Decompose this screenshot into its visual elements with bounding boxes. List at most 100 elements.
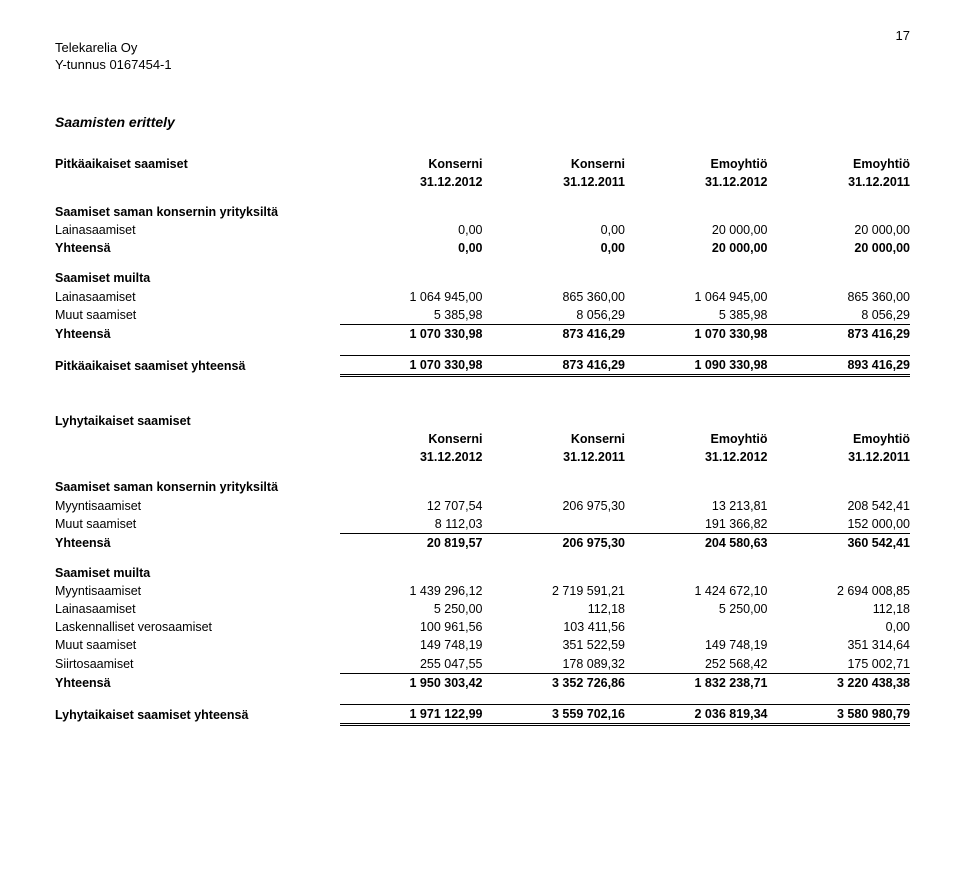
col-header: Emoyhtiö	[768, 430, 911, 448]
table-row-label: Myyntisaamiset	[55, 582, 340, 600]
col-header: Emoyhtiö	[625, 430, 768, 448]
table-cell: 5 250,00	[340, 600, 483, 618]
table-cell: 208 542,41	[768, 497, 911, 515]
table-cell: 175 002,71	[768, 655, 911, 674]
col-date: 31.12.2012	[625, 448, 768, 466]
table-cell: 1 439 296,12	[340, 582, 483, 600]
col-header: Konserni	[340, 155, 483, 173]
table-row-label: Yhteensä	[55, 239, 340, 257]
table-row-label: Lainasaamiset	[55, 221, 340, 239]
table-cell: 865 360,00	[483, 288, 626, 306]
table-cell: 0,00	[340, 221, 483, 239]
total-cell: 1 971 122,99	[340, 704, 483, 724]
table-cell: 1 424 672,10	[625, 582, 768, 600]
table-cell: 360 542,41	[768, 533, 911, 552]
table-cell: 191 366,82	[625, 515, 768, 534]
table-row-label: Yhteensä	[55, 533, 340, 552]
table-cell: 103 411,56	[483, 618, 626, 636]
table-cell: 178 089,32	[483, 655, 626, 674]
table-cell: 1 064 945,00	[625, 288, 768, 306]
table-cell: 20 000,00	[768, 221, 911, 239]
table-row-label: Myyntisaamiset	[55, 497, 340, 515]
table-cell: 873 416,29	[483, 324, 626, 343]
col-header: Emoyhtiö	[625, 155, 768, 173]
col-header: Konserni	[483, 430, 626, 448]
table-cell: 8 056,29	[768, 306, 911, 325]
col-date: 31.12.2011	[768, 448, 911, 466]
total-row-label: Pitkäaikaiset saamiset yhteensä	[55, 355, 340, 375]
table-row-label: Yhteensä	[55, 673, 340, 692]
group-title: Saamiset muilta	[55, 269, 910, 287]
table-cell: 12 707,54	[340, 497, 483, 515]
table-cell: 100 961,56	[340, 618, 483, 636]
table-cell: 1 070 330,98	[340, 324, 483, 343]
long-term-table: Pitkäaikaiset saamiset Konserni Konserni…	[55, 155, 910, 377]
section-title-receivables: Saamisten erittely	[55, 114, 910, 130]
table-row-label: Laskennalliset verosaamiset	[55, 618, 340, 636]
table-cell	[625, 618, 768, 636]
table-cell: 112,18	[483, 600, 626, 618]
table-cell: 873 416,29	[768, 324, 911, 343]
table-row-label: Muut saamiset	[55, 306, 340, 325]
total-cell: 1 070 330,98	[340, 355, 483, 375]
table-cell: 3 220 438,38	[768, 673, 911, 692]
table-row-label: Lainasaamiset	[55, 600, 340, 618]
table-cell: 1 064 945,00	[340, 288, 483, 306]
col-header: Konserni	[483, 155, 626, 173]
table-row-label: Yhteensä	[55, 324, 340, 343]
col-date: 31.12.2012	[625, 173, 768, 191]
col-header: Emoyhtiö	[768, 155, 911, 173]
table-cell: 0,00	[483, 221, 626, 239]
company-name: Telekarelia Oy	[55, 40, 910, 57]
table-cell: 2 694 008,85	[768, 582, 911, 600]
table-cell: 20 000,00	[625, 239, 768, 257]
table-cell: 255 047,55	[340, 655, 483, 674]
table-cell: 2 719 591,21	[483, 582, 626, 600]
total-cell: 1 090 330,98	[625, 355, 768, 375]
table-row-label: Siirtosaamiset	[55, 655, 340, 674]
col-date: 31.12.2011	[768, 173, 911, 191]
group-title: Saamiset muilta	[55, 564, 910, 582]
table-cell: 149 748,19	[340, 636, 483, 654]
total-row-label: Lyhytaikaiset saamiset yhteensä	[55, 704, 340, 724]
table-cell: 20 000,00	[768, 239, 911, 257]
table-cell: 5 385,98	[340, 306, 483, 325]
table-cell: 112,18	[768, 600, 911, 618]
table-cell	[483, 515, 626, 534]
table-cell: 206 975,30	[483, 497, 626, 515]
short-term-table: Lyhytaikaiset saamiset Konserni Konserni…	[55, 412, 910, 726]
col-date: 31.12.2011	[483, 448, 626, 466]
table-cell: 5 385,98	[625, 306, 768, 325]
table-cell: 206 975,30	[483, 533, 626, 552]
col-date: 31.12.2012	[340, 173, 483, 191]
total-cell: 3 559 702,16	[483, 704, 626, 724]
table-cell: 0,00	[340, 239, 483, 257]
col-date: 31.12.2011	[483, 173, 626, 191]
table-cell: 204 580,63	[625, 533, 768, 552]
table-cell: 1 070 330,98	[625, 324, 768, 343]
table-cell: 351 314,64	[768, 636, 911, 654]
table-cell: 13 213,81	[625, 497, 768, 515]
table-cell: 8 112,03	[340, 515, 483, 534]
long-term-header: Pitkäaikaiset saamiset	[55, 155, 340, 173]
table-cell: 20 819,57	[340, 533, 483, 552]
table-row-label: Muut saamiset	[55, 515, 340, 534]
group-title: Saamiset saman konsernin yrityksiltä	[55, 478, 910, 496]
table-cell: 0,00	[768, 618, 911, 636]
table-cell: 149 748,19	[625, 636, 768, 654]
group-title: Saamiset saman konsernin yrityksiltä	[55, 203, 910, 221]
table-cell: 351 522,59	[483, 636, 626, 654]
table-cell: 0,00	[483, 239, 626, 257]
table-cell: 5 250,00	[625, 600, 768, 618]
col-date: 31.12.2012	[340, 448, 483, 466]
table-cell: 1 950 303,42	[340, 673, 483, 692]
table-cell: 8 056,29	[483, 306, 626, 325]
short-term-header: Lyhytaikaiset saamiset	[55, 412, 340, 430]
col-header: Konserni	[340, 430, 483, 448]
table-cell: 20 000,00	[625, 221, 768, 239]
total-cell: 3 580 980,79	[768, 704, 911, 724]
table-row-label: Muut saamiset	[55, 636, 340, 654]
total-cell: 873 416,29	[483, 355, 626, 375]
table-cell: 3 352 726,86	[483, 673, 626, 692]
table-cell: 152 000,00	[768, 515, 911, 534]
